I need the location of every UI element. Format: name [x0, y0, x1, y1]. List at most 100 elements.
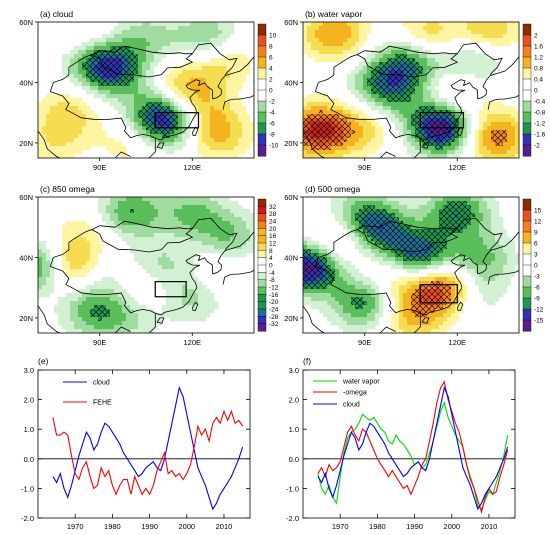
map-cell	[114, 289, 119, 294]
map-cell	[487, 225, 492, 230]
map-cell	[367, 90, 372, 95]
map-cell	[114, 102, 119, 107]
significance-hatch	[307, 134, 311, 138]
map-cell	[435, 213, 440, 218]
map-cell	[86, 78, 91, 83]
map-cell	[42, 150, 47, 155]
significance-hatch	[311, 118, 315, 122]
map-cell	[495, 26, 500, 31]
significance-hatch	[343, 134, 347, 138]
map-cell	[106, 34, 111, 39]
coastline	[50, 91, 156, 139]
map-cell	[146, 269, 151, 274]
map-cell	[230, 58, 235, 63]
map-cell	[42, 289, 47, 294]
map-cell	[363, 114, 368, 119]
map-cell	[150, 134, 155, 139]
map-cell	[182, 197, 187, 202]
map-cell	[66, 309, 71, 314]
map-cell	[463, 66, 468, 71]
significance-hatch	[110, 82, 114, 86]
map-cell	[515, 118, 519, 123]
map-cell	[411, 197, 416, 202]
map-cell	[106, 281, 111, 286]
map-cell	[66, 54, 71, 59]
map-cell	[158, 94, 163, 99]
map-cell	[62, 130, 67, 135]
map-cell	[435, 54, 440, 59]
map-cell	[339, 114, 344, 119]
map-cell	[134, 26, 139, 31]
map-cell	[431, 70, 436, 75]
map-cell	[238, 126, 243, 131]
map-cell	[431, 62, 436, 67]
map-cell	[146, 30, 151, 35]
map-cell	[367, 142, 372, 147]
map-cell	[391, 118, 396, 123]
map-cell	[166, 237, 171, 242]
map-cell	[158, 34, 163, 39]
colorbar-swatch	[257, 213, 267, 222]
map-cell	[242, 118, 247, 123]
map-cell	[86, 82, 91, 87]
map-cell	[226, 241, 231, 246]
colorbar-tick-label: -1.2	[534, 121, 546, 128]
map-cell	[206, 205, 211, 210]
map-cell	[214, 225, 219, 230]
map-cell	[435, 82, 440, 87]
map-cell	[186, 26, 191, 31]
map-cell	[246, 118, 251, 123]
map-cell	[202, 82, 207, 87]
map-cell	[150, 46, 155, 51]
significance-hatch	[423, 118, 427, 122]
map-cell	[138, 86, 143, 91]
map-cell	[507, 142, 512, 147]
map-cell	[198, 245, 203, 250]
map-cell	[142, 257, 147, 262]
map-cell	[38, 269, 43, 274]
map-cell	[226, 58, 231, 63]
map-cell	[90, 229, 95, 234]
map-cell	[495, 114, 500, 119]
significance-hatch	[383, 62, 387, 66]
map-cell	[222, 58, 227, 63]
map-cell	[447, 253, 452, 258]
map-cell	[134, 245, 139, 250]
map-cell	[142, 225, 147, 230]
map-cell	[455, 233, 460, 238]
map-cell	[419, 221, 424, 226]
map-cell	[198, 146, 203, 151]
map-cell	[194, 245, 199, 250]
map-cell	[186, 241, 191, 246]
map-cell	[222, 34, 227, 39]
map-cell	[166, 30, 171, 35]
colorbar-tick-label: 4	[269, 66, 273, 73]
map-cell	[78, 70, 83, 75]
map-cell	[234, 78, 239, 83]
map-cell	[174, 106, 179, 111]
map-cell	[399, 106, 404, 111]
map-cell	[479, 229, 484, 234]
map-cell	[347, 74, 352, 79]
map-cell	[94, 38, 99, 43]
map-cell	[138, 102, 143, 107]
coastline	[413, 56, 519, 158]
map-cell	[98, 86, 103, 91]
map-cell	[459, 130, 464, 135]
map-cell	[70, 329, 75, 333]
map-cell	[331, 197, 336, 202]
map-cell	[447, 241, 452, 246]
map-cell	[182, 134, 187, 139]
map-cell	[162, 217, 167, 222]
map-cell	[182, 26, 187, 31]
map-cell	[138, 54, 143, 59]
map-cell	[226, 138, 231, 143]
significance-hatch	[383, 82, 387, 86]
map-cell	[431, 225, 436, 230]
map-cell	[142, 42, 147, 47]
map-cell	[170, 285, 175, 290]
map-cell	[38, 102, 43, 107]
map-cell	[162, 305, 167, 310]
map-cell	[142, 34, 147, 39]
map-cell	[210, 110, 215, 115]
